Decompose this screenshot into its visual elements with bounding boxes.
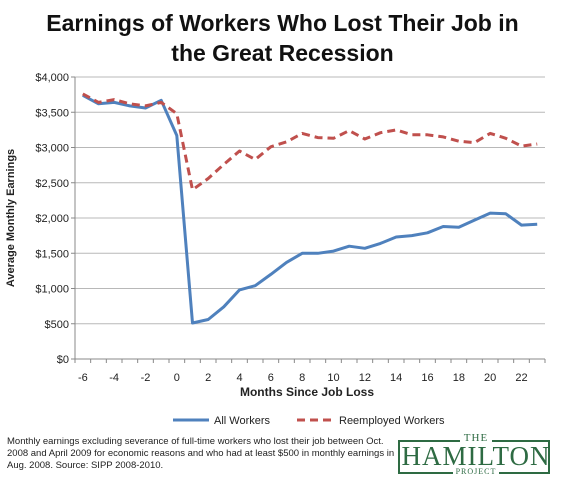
x-tick-label: 22 [515,372,527,384]
series-lines [82,92,538,325]
legend-label: All Workers [214,415,271,427]
legend-label: Reemployed Workers [339,415,445,427]
x-tick-label: 6 [268,372,274,384]
y-tick-label: $4,000 [35,72,69,84]
gridlines [75,76,545,325]
footnote: Monthly earnings excluding severance of … [7,436,395,471]
y-tick-label: $3,500 [35,107,69,119]
x-tick-label: 20 [484,372,496,384]
x-tick-label: -6 [78,372,88,384]
x-tick-label: 12 [359,372,371,384]
logo-main-text: HAMILTON [401,441,551,471]
y-tick-label: $2,000 [35,213,69,225]
y-tick-label: $1,000 [35,284,69,296]
x-tick-label: 4 [236,372,242,384]
y-tick-label: $0 [57,354,69,366]
chart-title-line-1: Earnings of Workers Who Lost Their Job i… [46,10,519,36]
tick-labels: $0 $500 $1,000 $1,500 $2,000 $2,500 $3,000 $3,5… [35,72,527,384]
x-tick-label: 10 [327,372,339,384]
y-tick-label: $500 [45,319,69,331]
hamilton-project-logo: THE HAMILTON PROJECT [398,432,554,476]
y-axis-label: Average Monthly Earnings [5,149,17,287]
x-axis-label: Months Since Job Loss [240,385,374,399]
chart-title: Earnings of Workers Who Lost Their Job i… [0,8,565,68]
x-tick-label: 0 [174,372,180,384]
series-line-reemployed-workers [82,92,538,192]
axes [71,76,546,363]
x-tick-label: 18 [453,372,465,384]
x-tick-label: 8 [299,372,305,384]
y-tick-label: $1,500 [35,248,69,260]
x-tick-label: 2 [205,372,211,384]
legend: All Workers Reemployed Workers [173,415,445,427]
x-tick-label: -4 [109,372,119,384]
x-tick-label: 16 [421,372,433,384]
logo-bottom-text: PROJECT [398,467,554,476]
x-tick-label: -2 [141,372,151,384]
y-tick-label: $3,000 [35,143,69,155]
chart-title-line-2: the Great Recession [171,40,394,66]
x-tick-label: 14 [390,372,402,384]
line-chart: $0 $500 $1,000 $1,500 $2,000 $2,500 $3,000 $3,5… [5,72,546,427]
logo-top-text: THE [398,432,554,444]
y-tick-label: $2,500 [35,178,69,190]
